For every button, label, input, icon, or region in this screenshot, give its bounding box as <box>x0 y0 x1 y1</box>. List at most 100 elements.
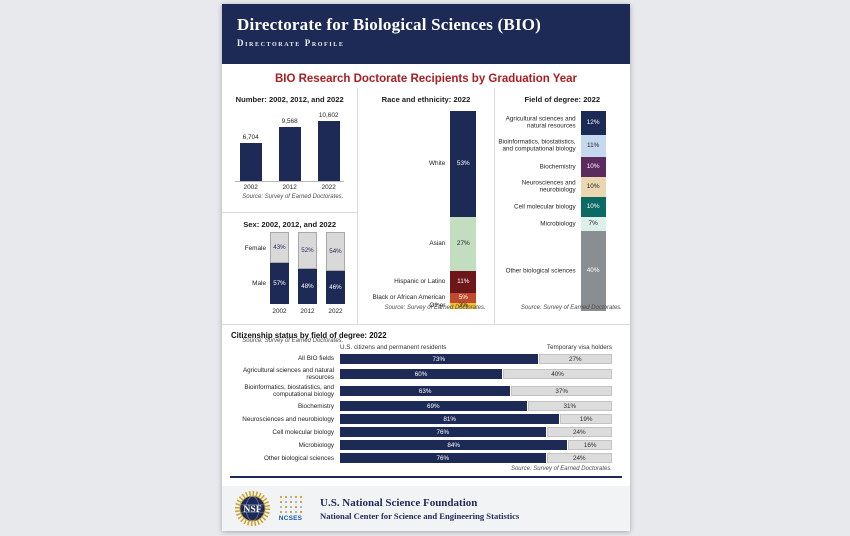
panel-field-title: Field of degree: 2022 <box>524 95 601 104</box>
us-citizens-segment: 76% <box>340 427 547 438</box>
nsf-logo-text: NSF <box>243 504 261 515</box>
segment-value: 10% <box>586 182 600 190</box>
citizenship-row: All BIO fields 73% 27% <box>230 354 612 364</box>
us-citizens-segment: 63% <box>340 386 512 397</box>
row-label: Neurosciences and neurobiology <box>242 415 334 423</box>
field-chart: Agricultural sciences and natural resour… <box>495 111 630 316</box>
citizenship-bar: 63% 37% <box>340 386 612 397</box>
axis-tick-label: 2012 <box>300 308 315 315</box>
citizenship-row: Biochemistry 69% 31% <box>230 401 612 412</box>
citizenship-title: Citizenship status by field of degree: 2… <box>231 331 387 340</box>
panel-race-ethnicity: Race and ethnicity: 2022 White 53% Asian 27… <box>357 88 493 324</box>
temporary-visa-segment: 31% <box>527 401 612 412</box>
field-segment: Biochemistry 10% <box>540 157 606 177</box>
axis-tick-label: 2022 <box>328 308 343 315</box>
ncses-logo: NCSES <box>277 495 304 522</box>
bar <box>239 143 262 181</box>
field-segment: Neurosciences and neurobiology 10% <box>522 177 606 197</box>
race-segment: Hispanic or Latino 11% <box>394 271 477 293</box>
segment-value: 12% <box>586 118 600 126</box>
field-segment: Bioinformatics, biostatistics, and compu… <box>498 135 606 157</box>
sex-segment-male: 48% <box>298 269 317 304</box>
bar-value-label: 9,568 <box>281 118 298 125</box>
sex-chart: Female Male 43% 57% 52% 48% 54% 46% 2002 2012 2… <box>222 232 357 320</box>
source-note: Source: Survey of Earned Doctorates. <box>510 466 612 473</box>
segment-value: 5% <box>458 293 468 301</box>
segment-value: 11% <box>586 141 600 149</box>
temporary-visa-segment: 27% <box>538 354 612 364</box>
bar-column: 10,602 <box>317 112 340 181</box>
segment-label: Other <box>429 302 446 310</box>
race-segment: Other 3% <box>429 302 477 309</box>
page-subtitle: Directorate Profile <box>237 38 345 48</box>
field-segment: Agricultural sciences and natural resour… <box>506 111 606 135</box>
citizenship-bar: 60% 40% <box>340 369 612 380</box>
field-stacked-bar: Agricultural sciences and natural resour… <box>498 111 606 311</box>
ncses-logo-text: NCSES <box>278 515 303 522</box>
temporary-visa-segment: 24% <box>546 453 612 464</box>
segment-label: Biochemistry <box>539 163 576 171</box>
us-citizens-segment: 76% <box>340 453 547 464</box>
nsf-logo-icon: NSF <box>234 490 271 527</box>
axis-tick-label: 2022 <box>321 184 336 191</box>
row-label: Microbiology <box>298 441 334 449</box>
us-citizens-segment: 81% <box>340 414 561 425</box>
race-chart: White 53% Asian 27% Hispanic or Latino 11% Bla… <box>358 111 493 316</box>
legend-us-citizens: U.S. citizens and permanent residents <box>340 344 447 351</box>
temporary-visa-segment: 40% <box>503 369 612 380</box>
footer: NSF NCSES U.S. National Science Foundati… <box>222 486 630 531</box>
sex-years: 2002 2012 2022 <box>270 308 345 315</box>
source-note: Source: Survey of Earned Doctorates. <box>384 305 486 311</box>
sex-segment-female: 52% <box>298 232 317 269</box>
citizenship-bar: 81% 19% <box>340 414 612 425</box>
axis-tick-label: 2002 <box>272 308 287 315</box>
panel-sex: Sex: 2002, 2012, and 2022 Female Male 43… <box>222 220 357 344</box>
panel-number: Number: 2002, 2012, and 2022 6,704 9,568 1… <box>222 95 358 213</box>
field-segment: Cell molecular biology 10% <box>514 197 606 217</box>
footer-textblock: U.S. National Science Foundation Nationa… <box>312 497 519 521</box>
row-label: Other biological sciences <box>263 454 334 462</box>
sex-column: 52% 48% <box>298 232 317 304</box>
number-bars: 6,704 9,568 10,602 <box>235 107 345 182</box>
us-citizens-segment: 73% <box>340 354 539 364</box>
footer-divider <box>230 476 622 479</box>
source-note: Source: Survey of Earned Doctorates. <box>242 194 344 200</box>
sex-column: 54% 46% <box>326 232 345 304</box>
citizenship-row: Neurosciences and neurobiology 81% 19% <box>230 414 612 425</box>
footer-center-name: National Center for Science and Engineer… <box>320 510 520 521</box>
citizenship-bar: 73% 27% <box>340 354 612 364</box>
citizenship-row: Agricultural sciences and natural resour… <box>230 367 612 381</box>
sex-segment-female: 43% <box>270 232 289 263</box>
segment-value: 40% <box>586 266 600 274</box>
citizenship-row: Bioinformatics, biostatistics, and compu… <box>230 384 612 398</box>
bar-value-label: 10,602 <box>318 112 339 119</box>
temporary-visa-segment: 16% <box>568 440 612 451</box>
temporary-visa-segment: 24% <box>546 427 612 438</box>
bar-value-label: 6,704 <box>242 134 259 141</box>
ncses-dots-icon <box>279 495 302 514</box>
segment-label: Black or African American <box>372 294 446 302</box>
bar <box>278 127 301 181</box>
segment-label: Agricultural sciences and natural resour… <box>505 115 576 130</box>
segment-value: 7% <box>588 219 598 227</box>
masthead: Directorate for Biological Sciences (BIO… <box>222 4 630 64</box>
panel-number-title: Number: 2002, 2012, and 2022 <box>235 95 344 104</box>
panel-sex-title: Sex: 2002, 2012, and 2022 <box>243 220 337 229</box>
segment-label: Cell molecular biology <box>514 203 576 211</box>
segment-label: Microbiology <box>540 220 576 228</box>
sex-column: 43% 57% <box>270 232 289 304</box>
segment-value: 10% <box>586 162 600 170</box>
sex-segment-male: 57% <box>270 263 289 304</box>
race-stacked-bar: White 53% Asian 27% Hispanic or Latino 11% Bla… <box>373 111 477 309</box>
segment-value: 11% <box>457 277 470 285</box>
segment-value: 53% <box>456 159 470 167</box>
row-label: All BIO fields <box>297 355 334 363</box>
segment-label: Asian <box>429 240 446 248</box>
top-panels: Number: 2002, 2012, and 2022 6,704 9,568 1… <box>222 88 630 344</box>
race-segment: White 53% <box>429 111 477 217</box>
us-citizens-segment: 84% <box>340 440 569 451</box>
sex-columns: 43% 57% 52% 48% 54% 46% <box>270 232 345 304</box>
axis-tick-label: 2002 <box>243 184 258 191</box>
citizenship-row: Other biological sciences 76% 24% <box>230 453 612 464</box>
sex-segment-female: 54% <box>326 232 345 271</box>
